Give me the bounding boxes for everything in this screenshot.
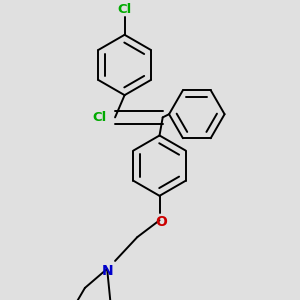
Text: Cl: Cl: [93, 111, 107, 124]
Text: O: O: [155, 215, 167, 229]
Text: Cl: Cl: [118, 3, 132, 16]
Text: N: N: [102, 264, 113, 278]
